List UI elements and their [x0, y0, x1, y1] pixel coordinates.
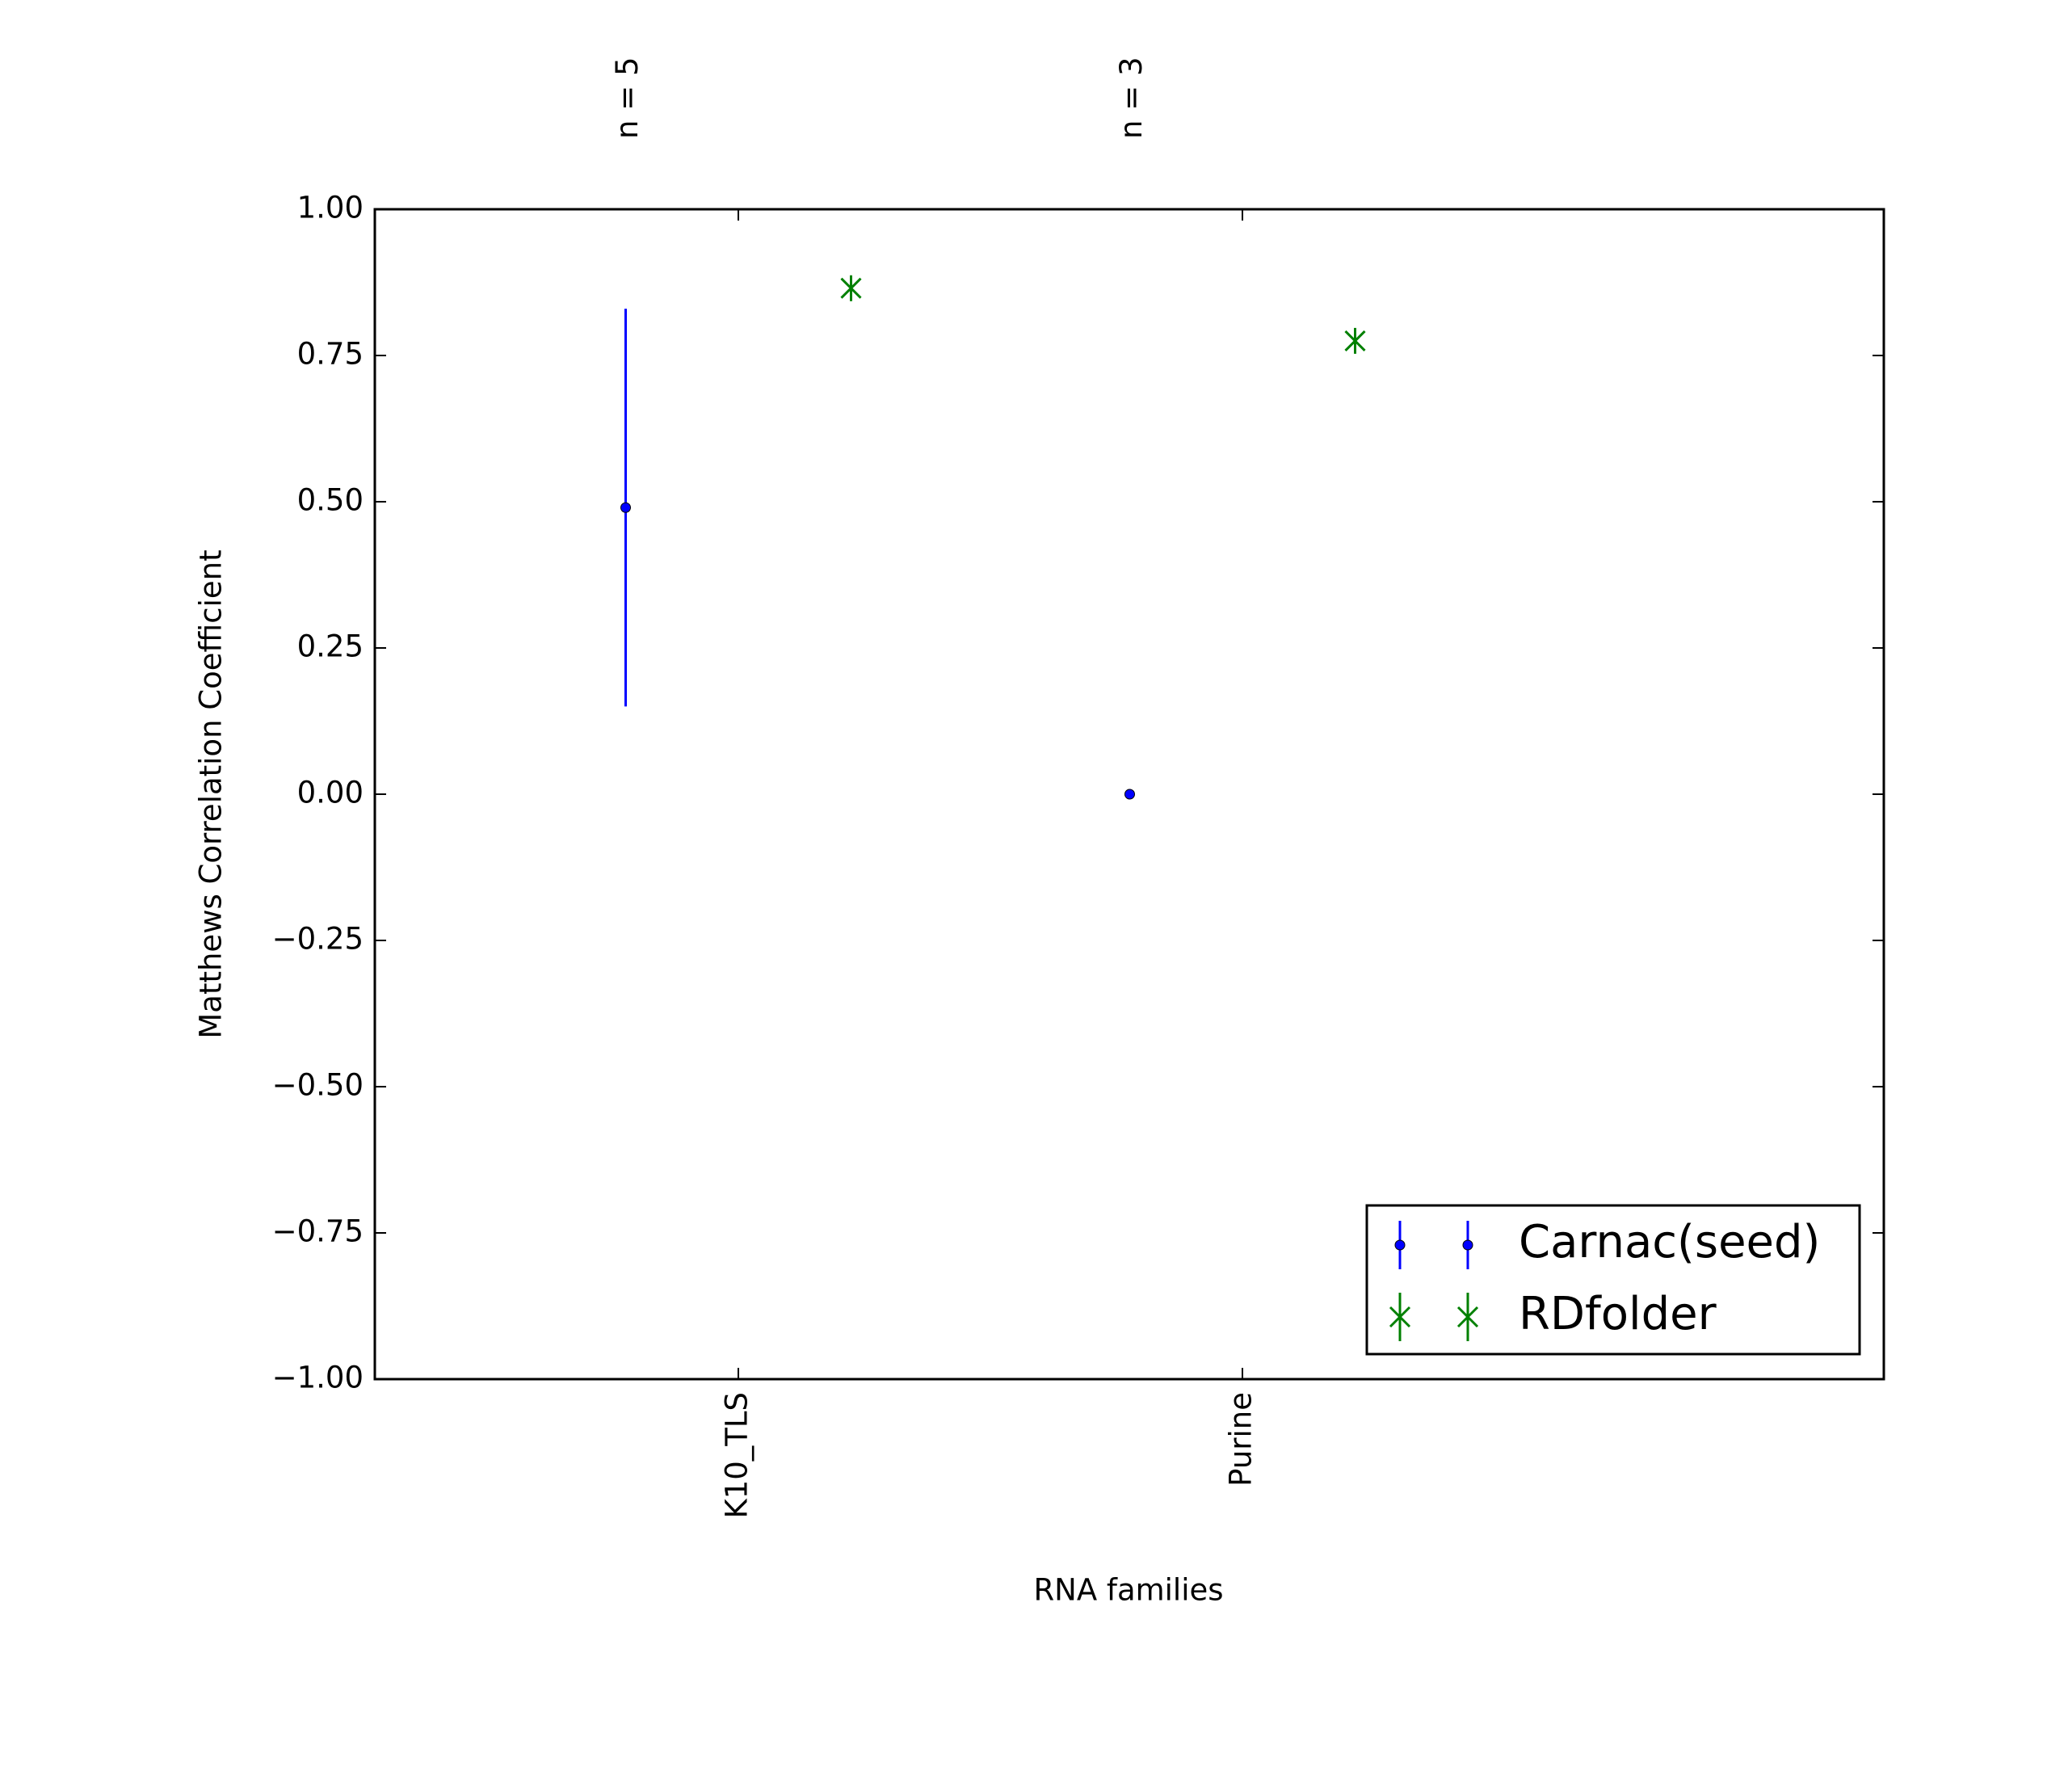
- y-tick-label: 0.75: [297, 337, 364, 372]
- marker: [1462, 1239, 1473, 1251]
- y-tick-label: 0.00: [297, 776, 364, 810]
- y-tick-label: 1.00: [297, 191, 364, 225]
- y-tick-label: −1.00: [272, 1361, 364, 1395]
- legend-label: Carnac(seed): [1519, 1216, 1820, 1268]
- y-axis-label: Matthews Correlation Coefficient: [194, 549, 229, 1038]
- marker: [1344, 327, 1366, 354]
- x-tick-label: K10_TLS: [720, 1392, 754, 1519]
- marker: [1124, 789, 1135, 800]
- y-tick-label: 0.50: [297, 483, 364, 518]
- y-tick-label: −0.75: [272, 1214, 364, 1249]
- y-tick-label: 0.25: [297, 629, 364, 664]
- annotation: n = 3: [1114, 57, 1149, 139]
- marker: [1394, 1239, 1406, 1251]
- marker: [1389, 1304, 1411, 1330]
- x-tick-label: Purine: [1224, 1392, 1259, 1487]
- legend-label: RDfolder: [1519, 1288, 1717, 1340]
- y-tick-label: −0.50: [272, 1068, 364, 1103]
- x-axis-label: RNA families: [1033, 1573, 1223, 1608]
- marker: [620, 502, 631, 513]
- y-tick-label: −0.25: [272, 922, 364, 957]
- marker: [840, 275, 862, 301]
- annotation: n = 5: [610, 57, 645, 139]
- marker: [1456, 1304, 1479, 1330]
- legend-box: [1365, 1204, 1861, 1356]
